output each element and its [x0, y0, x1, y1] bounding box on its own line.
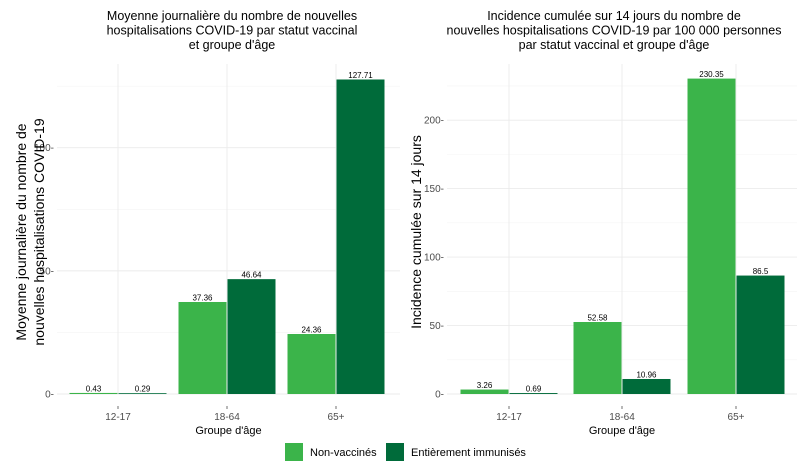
chart-title: nouvelles hospitalisations COVID-19 par … — [447, 24, 782, 38]
bar-value-label: 230.35 — [699, 70, 724, 79]
bar — [687, 78, 736, 395]
legend-label: Non-vaccinés — [310, 447, 377, 459]
x-axis-title: Groupe d'âge — [195, 425, 261, 437]
y-tick-label: 100- — [34, 143, 54, 154]
y-axis-title: nouvelles hospitalisations COVID-19 — [31, 118, 47, 345]
bar-value-label: 24.36 — [301, 326, 322, 335]
bar-value-label: 0.29 — [135, 385, 151, 394]
x-tick-label: 18-64 — [214, 412, 240, 423]
bar — [509, 393, 558, 394]
legend-swatch — [386, 443, 404, 461]
x-tick-label: 65+ — [728, 412, 745, 423]
bar — [287, 334, 336, 394]
bar — [573, 322, 622, 394]
y-tick-label: 0- — [45, 390, 54, 401]
x-axis-title: Groupe d'âge — [589, 425, 655, 437]
y-tick-label: 50- — [430, 321, 444, 332]
bar-value-label: 0.69 — [526, 385, 542, 394]
y-axis-title: Moyenne journalière du nombre de — [13, 123, 29, 340]
bar-value-label: 37.36 — [192, 293, 213, 302]
legend-swatch — [285, 443, 303, 461]
x-tick-label: 12-17 — [496, 412, 522, 423]
x-tick-label: 12-17 — [105, 412, 131, 423]
bar — [622, 378, 671, 394]
bar — [336, 79, 385, 394]
bar — [69, 392, 118, 394]
bar-value-label: 0.43 — [86, 384, 102, 393]
bar-value-label: 86.5 — [753, 267, 769, 276]
chart-title: Incidence cumulée sur 14 jours du nombre… — [487, 9, 741, 23]
legend-label: Entièrement immunisés — [411, 447, 526, 459]
y-tick-label: 100- — [424, 253, 444, 264]
chart-title: par statut vaccinal et groupe d'âge — [519, 38, 710, 52]
bar-value-label: 127.71 — [348, 71, 373, 80]
y-tick-label: 150- — [424, 184, 444, 195]
y-tick-label: 0- — [435, 390, 444, 401]
bar-value-label: 3.26 — [477, 381, 493, 390]
bar — [178, 301, 227, 394]
bar — [227, 279, 276, 394]
y-axis-title: Incidence cumulée sur 14 jours — [408, 135, 424, 329]
bar-value-label: 46.64 — [241, 271, 262, 280]
chart-title: hospitalisations COVID-19 par statut vac… — [107, 24, 358, 38]
chart-title: et groupe d'âge — [189, 38, 276, 52]
y-tick-label: 50- — [40, 266, 54, 277]
bar-value-label: 10.96 — [636, 370, 657, 379]
bar — [460, 389, 509, 394]
bar — [736, 275, 785, 394]
y-tick-label: 200- — [424, 116, 444, 127]
x-tick-label: 18-64 — [609, 412, 635, 423]
bar — [118, 393, 167, 394]
x-tick-label: 65+ — [328, 412, 345, 423]
chart-title: Moyenne journalière du nombre de nouvell… — [107, 9, 357, 23]
bar-value-label: 52.58 — [587, 314, 608, 323]
